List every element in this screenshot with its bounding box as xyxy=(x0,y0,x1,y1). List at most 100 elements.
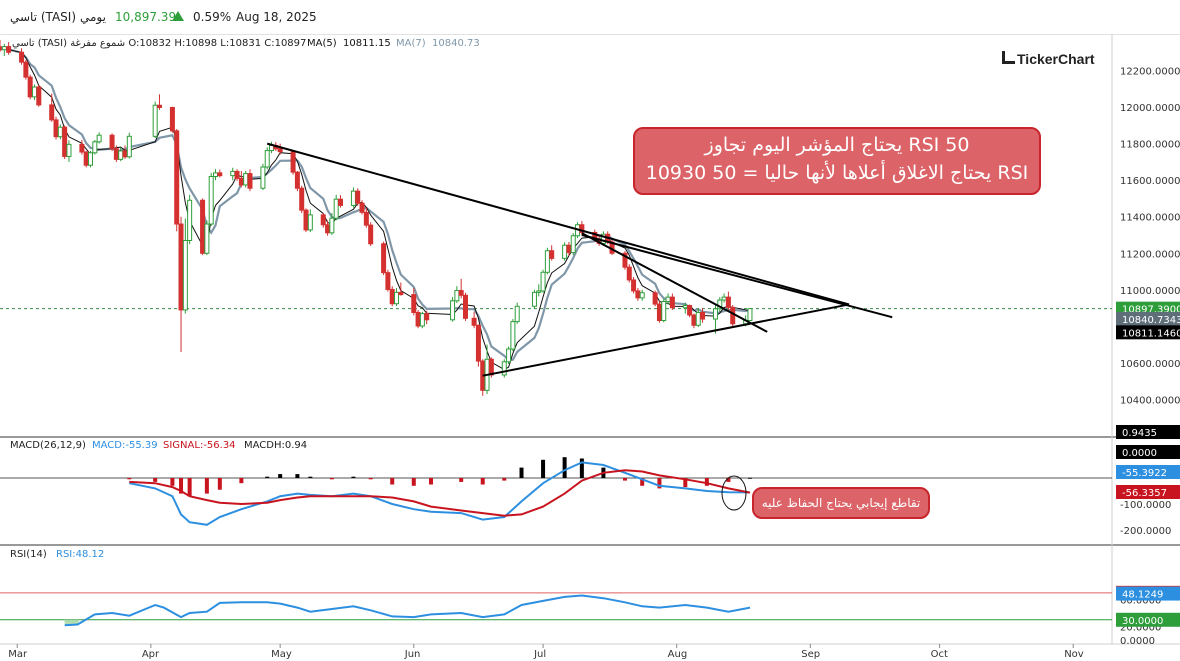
candle-body xyxy=(682,305,688,309)
candle-body xyxy=(501,361,507,376)
macd-hist-bar xyxy=(204,478,209,494)
time-axis: Mar Apr May Jun Jul Aug Sep Oct Nov xyxy=(8,644,1084,660)
macd-tag-macd-bg xyxy=(1116,465,1180,479)
candle-body xyxy=(458,290,464,296)
trendline xyxy=(581,232,768,333)
macd-hist-bar xyxy=(295,474,300,478)
candle-body xyxy=(178,223,184,311)
ma5-value: 10811.15 xyxy=(343,38,391,49)
candle-body xyxy=(514,305,520,323)
candles xyxy=(0,39,753,396)
candle-body xyxy=(510,321,516,350)
price-tag-ma5: 10811.1460 xyxy=(1122,328,1180,339)
macd-hist-bar xyxy=(179,478,184,494)
macd-hist-bar xyxy=(351,476,356,478)
rsi-tag-value: 48.1249 xyxy=(1122,590,1163,601)
candle-body xyxy=(562,244,568,259)
price-axis: 12200.0000 12000.0000 11800.0000 11600.0000… xyxy=(1120,67,1180,407)
macd-hist-bar xyxy=(265,476,270,478)
candle-body xyxy=(536,290,542,293)
candle-body xyxy=(152,104,158,137)
price-tick-label: 11400.0000 xyxy=(1120,213,1180,224)
candle-body xyxy=(544,250,550,273)
candle-body xyxy=(462,294,468,319)
brand-logo: TickerChart xyxy=(1002,51,1095,67)
candle-body xyxy=(506,348,512,363)
macd-hist-bar xyxy=(390,478,395,485)
rsi-tick-label: 0.0000 xyxy=(1120,636,1155,647)
trendlines[interactable] xyxy=(266,142,893,377)
candle-body xyxy=(355,190,361,204)
macd-tag-macd: -55.3922 xyxy=(1122,468,1167,479)
candle-body xyxy=(665,296,671,303)
candle-body xyxy=(337,198,343,206)
price-tick-label: 11000.0000 xyxy=(1120,286,1180,297)
macd-hist-bar xyxy=(683,478,688,488)
date-label: Aug 18, 2025 xyxy=(236,10,317,24)
macd-hist-bar xyxy=(562,457,567,478)
ma7-value: 10840.73 xyxy=(432,38,480,49)
candle-body xyxy=(389,288,395,305)
candle-body xyxy=(200,199,206,254)
candle-body xyxy=(329,217,335,234)
period-label[interactable]: يومي xyxy=(80,10,106,24)
time-tick-label: Nov xyxy=(1064,649,1084,660)
macd-hist-bar xyxy=(519,467,524,478)
candle-body xyxy=(450,300,456,321)
macd-hist-bar xyxy=(704,478,709,486)
candle-body xyxy=(204,223,210,254)
candle-body xyxy=(549,250,555,259)
candle-body xyxy=(333,198,339,219)
rsi-tick-label: 60.0000 xyxy=(1120,596,1161,607)
time-tick-label: Mar xyxy=(8,649,28,660)
candle-body xyxy=(294,171,300,189)
candle-body xyxy=(19,51,25,63)
macd-hist-bar xyxy=(657,478,662,489)
macd-tag-zero: 0.0000 xyxy=(1122,448,1157,459)
candle-body xyxy=(290,151,296,173)
candle-body xyxy=(631,279,637,292)
candle-body xyxy=(0,46,3,51)
candle-body xyxy=(217,172,223,177)
candle-body xyxy=(488,358,494,376)
candle-body xyxy=(230,170,236,177)
candle-body xyxy=(566,244,572,254)
macd-label: MACD(26,12,9) xyxy=(10,440,86,451)
time-tick-label: Jul xyxy=(533,649,546,660)
macd-hist-bar xyxy=(459,478,464,482)
macd-hist-bar xyxy=(480,478,485,485)
chart-area[interactable]: تاسي (TASI) شموع مفرغة O:10832 H:10898 L… xyxy=(0,34,1180,661)
candle-body xyxy=(725,296,731,308)
macd-hist-bar xyxy=(217,478,222,490)
macd-tag-signal-bg xyxy=(1116,485,1180,499)
macd-hist-bar xyxy=(329,478,334,480)
candle-body xyxy=(156,104,162,108)
crossover-circle xyxy=(721,475,747,511)
price-tag-ma7: 10840.7343 xyxy=(1122,315,1180,326)
price-tick-label: 12200.0000 xyxy=(1120,67,1180,78)
candle-body xyxy=(721,296,727,301)
candle-body xyxy=(6,46,12,53)
candle-body xyxy=(96,134,102,143)
candle-body xyxy=(579,224,585,233)
annotation-box-macd: تقاطع إيجابي يحتاج الحفاظ عليه xyxy=(752,487,930,519)
candle-body xyxy=(208,176,214,225)
ohlc-text: تاسي (TASI) شموع مفرغة O:10832 H:10898 L… xyxy=(12,38,306,49)
candle-body xyxy=(49,104,55,121)
candle-body xyxy=(320,214,326,226)
candle-body xyxy=(570,235,576,254)
candle-body xyxy=(385,272,391,290)
symbol-label[interactable]: تاسي (TASI) xyxy=(10,10,77,24)
candle-body xyxy=(691,314,697,326)
candle-body xyxy=(260,166,266,189)
ma7-label: MA(7) xyxy=(396,38,426,49)
ma5-line xyxy=(0,47,751,371)
candle-body xyxy=(656,303,662,322)
macd-hist-bar xyxy=(579,458,584,478)
candle-body xyxy=(264,150,270,168)
macd-hist-bar xyxy=(640,478,645,486)
trendline xyxy=(581,234,893,319)
rsi-value: RSI:48.12 xyxy=(56,549,104,560)
candle-body xyxy=(411,294,417,313)
